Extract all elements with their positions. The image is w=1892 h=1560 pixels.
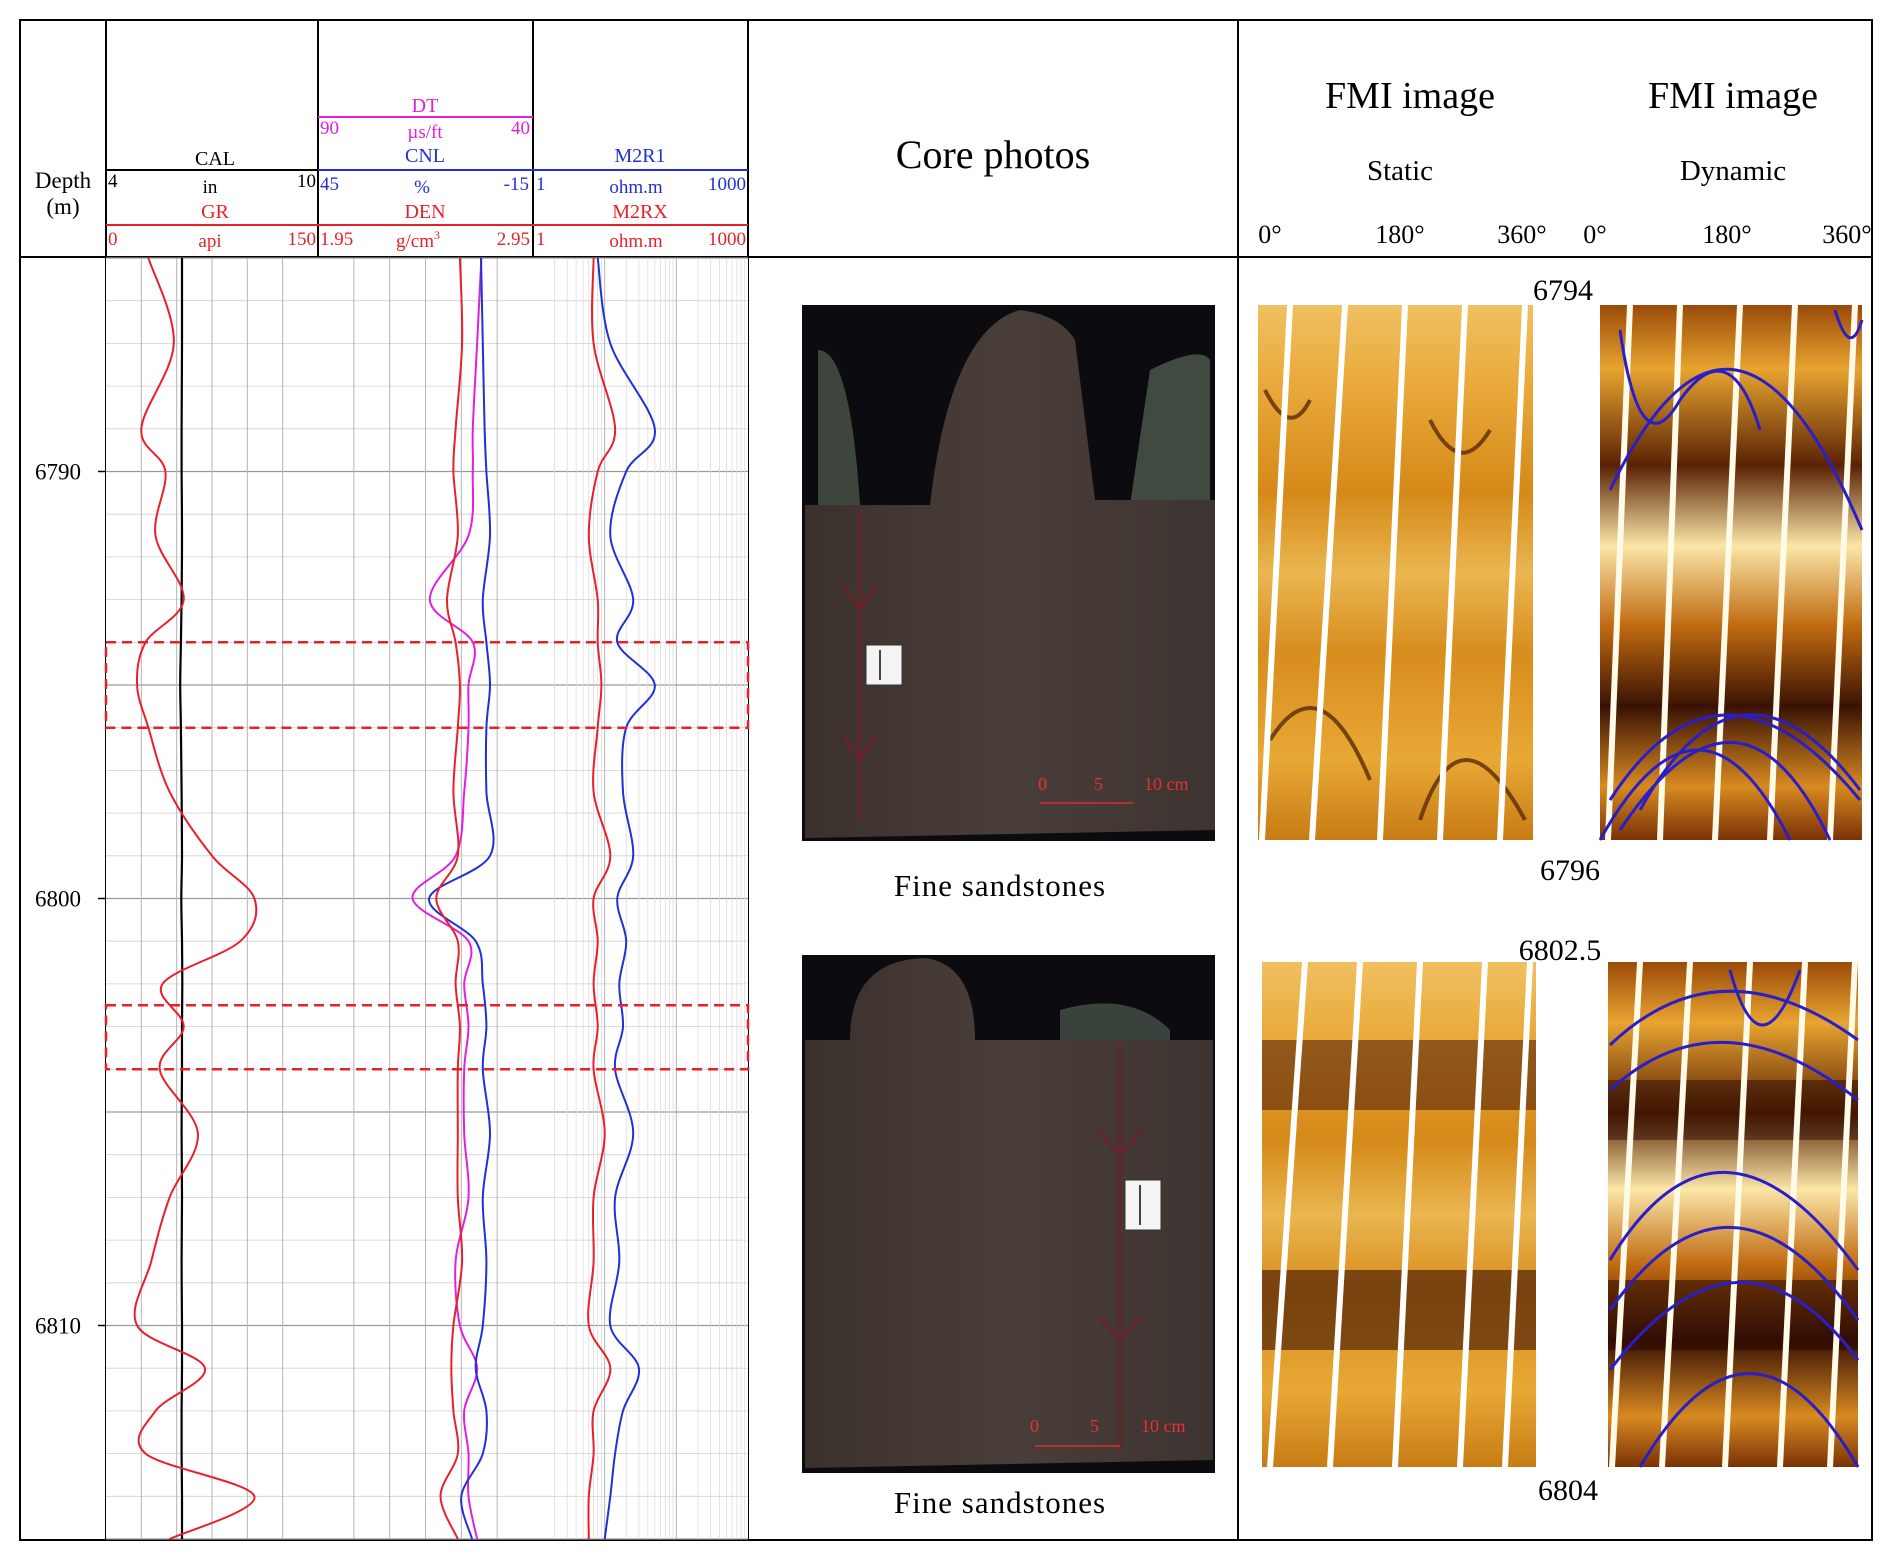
- cnl-unit: %: [414, 177, 430, 198]
- depth-tick-label: 6800: [35, 887, 81, 912]
- fmi-dynamic-tick-0: 0°: [1583, 220, 1606, 249]
- fmi-static-subtitle: Static: [1367, 155, 1433, 187]
- depth-tick-label: 6790: [35, 460, 81, 485]
- gr-unit: api: [198, 231, 221, 252]
- gr-min: 0: [108, 229, 118, 250]
- fmi1-static-image: [1258, 304, 1533, 841]
- m2rx-max: 1000: [708, 229, 746, 250]
- core2-scale-10: 10 cm: [1141, 1416, 1186, 1436]
- cal-curve: [179, 258, 184, 1540]
- cal-min: 4: [108, 171, 118, 192]
- fmi1-bottom-depth: 6796: [1540, 854, 1600, 887]
- highlight-interval-2: [104, 1004, 750, 1071]
- den-min: 1.95: [320, 229, 353, 250]
- highlight-interval-1: [104, 641, 750, 729]
- log-curves: [133, 257, 656, 1540]
- depth-tick-label: 6810: [35, 1314, 81, 1339]
- gr-max: 150: [288, 229, 317, 250]
- m2r1-min: 1: [536, 174, 546, 195]
- depth-label: Depth: [35, 168, 92, 193]
- cnl-curve: [428, 257, 495, 1540]
- fmi-static-title: FMI image: [1325, 75, 1495, 117]
- m2r1-name: M2R1: [614, 145, 665, 167]
- depth-unit: (m): [46, 194, 79, 219]
- highlight-intervals: [104, 641, 750, 1071]
- core1-caption: Fine sandstones: [894, 868, 1106, 903]
- m2rx-min: 1: [536, 229, 546, 250]
- dt-name: DT: [412, 95, 439, 117]
- track2-header: DT 90 µs/ft 40 CNL 45 % -15 DEN 1.95 g/c…: [318, 95, 533, 252]
- m2rx-curve: [587, 257, 617, 1540]
- fmi1-dynamic-image: [1598, 304, 1864, 841]
- figure-frame: [19, 19, 1873, 1541]
- track3-header: M2R1 1 ohm.m 1000 M2RX 1 ohm.m 1000: [533, 145, 748, 252]
- depth-axis: 6790 6800 6810: [35, 460, 106, 1339]
- fmi2-bottom-depth: 6804: [1538, 1474, 1598, 1507]
- core2-scale-5: 5: [1090, 1416, 1099, 1436]
- dt-min: 90: [320, 118, 339, 139]
- m2r1-curve: [596, 257, 656, 1540]
- den-unit: g/cm3: [396, 228, 440, 252]
- fmi-static-tick-180: 180°: [1375, 220, 1424, 249]
- m2rx-unit: ohm.m: [609, 231, 663, 252]
- core2-caption: Fine sandstones: [894, 1485, 1106, 1520]
- gr-curve: [133, 257, 258, 1540]
- fmi-dynamic-subtitle: Dynamic: [1680, 155, 1786, 187]
- den-name: DEN: [404, 201, 445, 223]
- core2-scale-0: 0: [1030, 1416, 1039, 1436]
- den-curve: [435, 257, 464, 1540]
- log-grid: [106, 257, 748, 1540]
- fmi2-static-image: [1262, 961, 1536, 1468]
- cnl-max: -15: [504, 174, 529, 195]
- fmi-dynamic-title: FMI image: [1648, 75, 1818, 117]
- m2r1-max: 1000: [708, 174, 746, 195]
- track1-header: CAL 4 in 10 GR 0 api 150: [106, 148, 318, 252]
- fmi2-top-depth: 6802.5: [1519, 934, 1602, 967]
- core-photo-1: 0 5 10 cm: [802, 305, 1215, 841]
- cal-name: CAL: [195, 148, 235, 170]
- fmi-static-tick-360: 360°: [1497, 220, 1546, 249]
- gr-name: GR: [201, 201, 229, 223]
- core-photo-2: 0 5 10 cm: [802, 955, 1215, 1473]
- cal-unit: in: [203, 177, 218, 198]
- cnl-name: CNL: [405, 145, 445, 167]
- fmi-dynamic-tick-180: 180°: [1702, 220, 1751, 249]
- dt-unit: µs/ft: [407, 122, 443, 143]
- m2rx-name: M2RX: [612, 201, 668, 223]
- cnl-min: 45: [320, 174, 339, 195]
- fmi-static-tick-0: 0°: [1258, 220, 1281, 249]
- dt-max: 40: [511, 118, 530, 139]
- core1-scale-0: 0: [1038, 774, 1047, 794]
- cal-max: 10: [297, 171, 316, 192]
- core1-scale-5: 5: [1094, 774, 1103, 794]
- m2r1-unit: ohm.m: [609, 177, 663, 198]
- den-max: 2.95: [497, 229, 530, 250]
- core-photos-title: Core photos: [896, 132, 1090, 177]
- fmi1-top-depth: 6794: [1533, 274, 1593, 307]
- fmi-dynamic-tick-360: 360°: [1822, 220, 1871, 249]
- fmi2-dynamic-image: [1608, 961, 1860, 1468]
- core1-scale-10: 10 cm: [1144, 774, 1189, 794]
